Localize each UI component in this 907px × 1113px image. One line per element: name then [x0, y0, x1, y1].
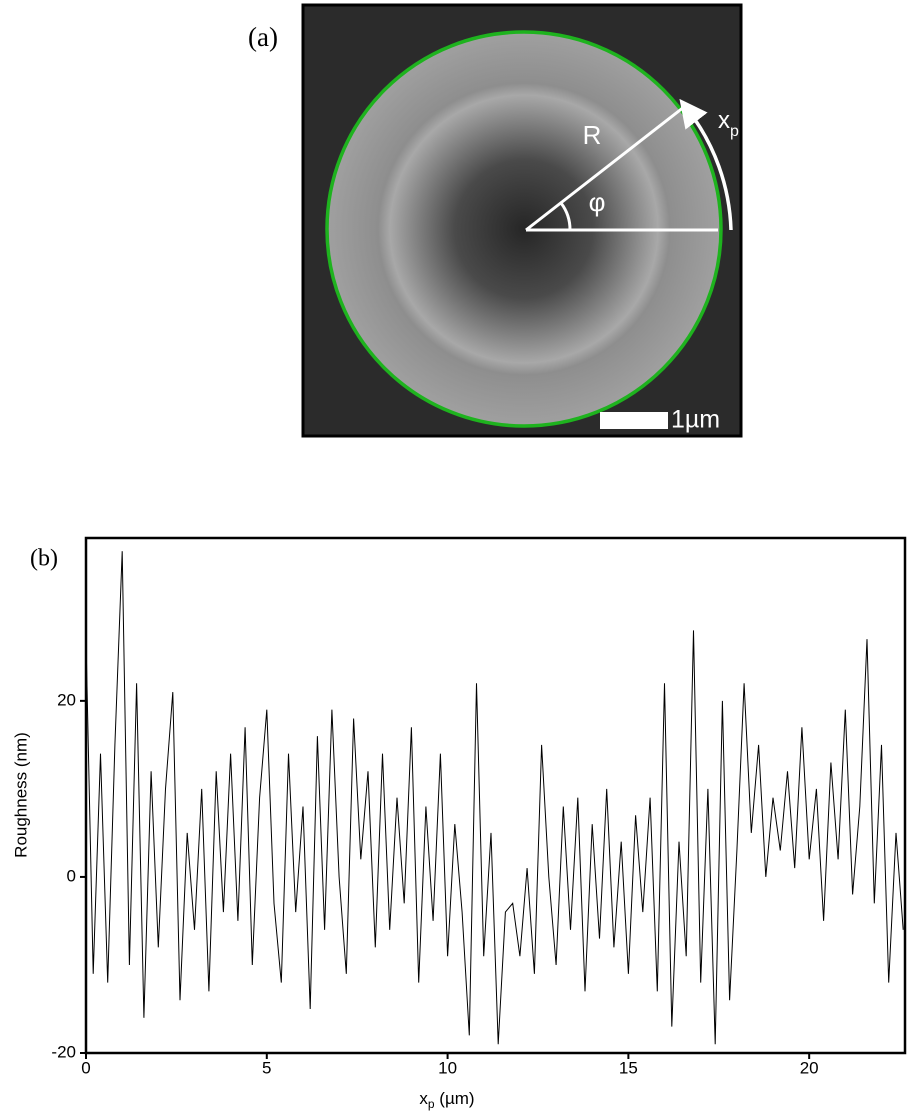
x-tick-label: 10 [438, 1058, 457, 1077]
disc-outline [325, 30, 723, 428]
x-tick-label: 5 [262, 1058, 271, 1077]
y-axis-label: Roughness (nm) [11, 732, 30, 858]
scale-bar [600, 412, 668, 429]
plot-frame [84, 536, 907, 1055]
x-axis-label-sub: p [428, 1097, 435, 1111]
x-axis-label-unit: (µm) [435, 1089, 475, 1108]
x-tick-label: 0 [81, 1058, 90, 1077]
panel-label: (a) [248, 22, 278, 52]
x-tick-label: 15 [619, 1058, 638, 1077]
x-tick-label: 20 [800, 1058, 819, 1077]
arc-label: xp [718, 107, 739, 140]
panel-label: (b) [30, 546, 58, 572]
arc-label-sub: p [730, 123, 739, 140]
angle-label: φ [589, 187, 606, 217]
y-tick-label: 0 [67, 866, 76, 885]
x-axis-label-main: x [419, 1089, 428, 1108]
x-axis-label: xp (µm) [419, 1089, 474, 1111]
radius-line [525, 105, 685, 232]
y-tick-label: 20 [57, 690, 76, 709]
angle-arc [559, 202, 572, 231]
arc-label-main: x [718, 107, 730, 134]
radius-label: R [583, 120, 602, 150]
data-line [85, 551, 904, 1045]
scale-bar-label: 1µm [671, 406, 720, 434]
sem-image-panel: R φ xp 1µm (a) [248, 3, 743, 438]
arc-arrow [679, 98, 733, 231]
y-tick-label: -20 [51, 1042, 76, 1061]
